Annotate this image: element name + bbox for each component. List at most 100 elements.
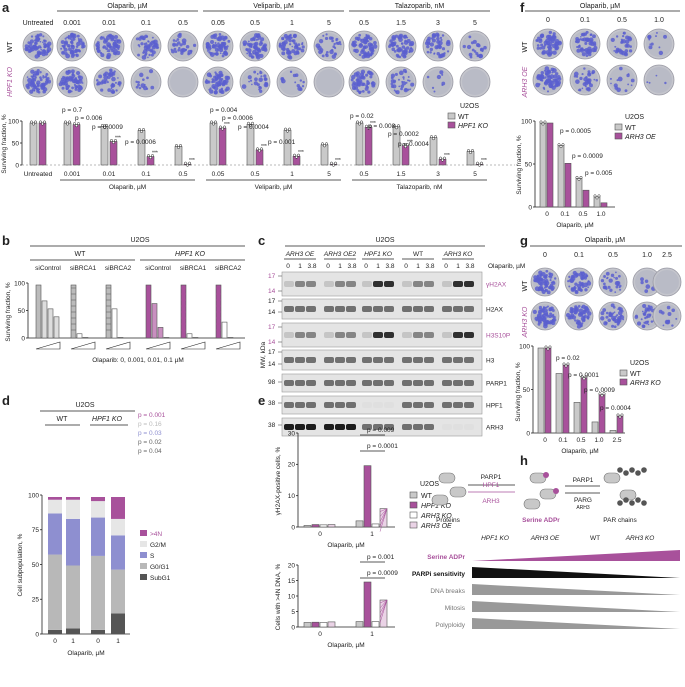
colony-dot [539, 78, 543, 82]
panel-c-band [362, 380, 372, 386]
panel-a-dose-label: 0.5 [359, 20, 369, 27]
chart-g-point [620, 413, 624, 417]
colony-dot [65, 70, 70, 76]
colony-dot [137, 53, 140, 57]
panel-d-title: U2OS [75, 402, 94, 409]
panel-f-drug: Olaparib, µM [580, 3, 620, 10]
panel-c-band [335, 306, 345, 312]
chart-e-bottom-y-tick-label: 5 [291, 609, 295, 616]
colony-dot [145, 87, 149, 90]
colony-dot [407, 76, 410, 78]
colony-dot [315, 43, 321, 49]
colony-dot [539, 279, 542, 282]
panel-c-band [324, 306, 334, 312]
colony-dot [366, 81, 370, 85]
panel-d-pvalue: p = 0.16 [138, 421, 162, 428]
colony-dot [537, 36, 541, 40]
colony-dot [251, 55, 255, 59]
colony-dot [363, 54, 368, 59]
colony-dot [392, 42, 396, 47]
colony-dot [44, 75, 48, 79]
chart-a-point [406, 143, 409, 147]
colony-dot [613, 50, 616, 52]
colony-dot [621, 34, 625, 38]
colony-dot [542, 86, 545, 90]
chart-a-point [103, 125, 106, 129]
colony-dot [429, 42, 435, 47]
panel-h-enzyme: HPF1 [483, 482, 500, 489]
colony-dot [141, 55, 147, 60]
colony-dot [301, 84, 305, 88]
colony-dot [441, 34, 445, 37]
colony-dot [583, 316, 586, 319]
colony-dot [630, 78, 635, 83]
colony-dot [572, 287, 576, 292]
panel-h-row-label: Serine ADPr [427, 554, 465, 561]
colony-dot [288, 51, 292, 55]
colony-dot [573, 286, 576, 289]
chart-b-dose-wedge [70, 341, 96, 350]
colony-dot [259, 89, 263, 93]
panel-c-band [453, 424, 463, 430]
panel-c-band [413, 357, 423, 363]
panel-c-band [424, 357, 434, 363]
chart-a-point [30, 120, 33, 124]
colony-dot [182, 41, 187, 46]
panel-c-band [453, 357, 463, 363]
colony-dot [587, 78, 592, 83]
colony-dot [608, 313, 613, 318]
colony-dot [544, 279, 549, 283]
colony-dot [577, 305, 581, 308]
colony-dot [605, 287, 608, 290]
colony-dot [605, 311, 609, 315]
colony-dot [209, 74, 213, 78]
chart-a-xtick: 0.001 [64, 171, 81, 178]
chart-d-xtick: 1 [116, 638, 120, 645]
dish-a-wt [130, 30, 162, 62]
colony-dot [60, 77, 65, 82]
colony-dot [224, 75, 229, 80]
colony-dot [398, 85, 401, 88]
chart-a-point [249, 123, 252, 127]
colony-dot [603, 282, 606, 286]
colony-dot [367, 42, 373, 47]
chart-a-point [214, 120, 217, 124]
colony-dot [42, 89, 47, 94]
chart-a-point [332, 163, 335, 167]
colony-dot [331, 39, 334, 43]
colony-dot [574, 289, 578, 293]
panel-b-condition: siBRCA1 [70, 265, 97, 272]
colony-dot [24, 46, 29, 52]
chart-g-point [562, 362, 566, 366]
chart-f-ylabel: Surviving fraction, % [516, 135, 523, 194]
colony-dot [581, 87, 584, 90]
colony-dot [578, 44, 581, 48]
panel-c-blot-name: H3 [486, 358, 495, 365]
colony-dot [39, 46, 42, 49]
colony-dot [73, 77, 78, 82]
colony-dot [36, 33, 40, 37]
panel-c-dose: 3.8 [465, 263, 474, 270]
colony-dot [45, 78, 48, 81]
chart-a-sig: *** [481, 158, 487, 164]
chart-a-legend-wt: WT [458, 114, 470, 121]
colony-dot [575, 36, 580, 41]
panel-a-dose-label: 0.1 [141, 20, 151, 27]
panel-f-dose: 1.0 [654, 17, 664, 24]
chart-e-top-xlabel: Olaparib, µM [327, 542, 364, 549]
colony-dot [301, 42, 304, 44]
colony-dot [626, 73, 630, 78]
chart-f-bar-oe [600, 202, 608, 208]
colony-dot [99, 51, 103, 55]
panel-c-blot-strip [281, 395, 483, 415]
chart-a-point [397, 124, 400, 128]
colony-dot [578, 308, 584, 314]
colony-dot [358, 53, 362, 57]
colony-dot [533, 275, 538, 280]
chart-a-point [334, 161, 337, 165]
colony-dot [585, 30, 589, 34]
colony-dot [610, 82, 612, 85]
chart-e-bottom-hatch [379, 599, 388, 614]
colony-dot [396, 48, 400, 52]
colony-dot [212, 79, 216, 83]
